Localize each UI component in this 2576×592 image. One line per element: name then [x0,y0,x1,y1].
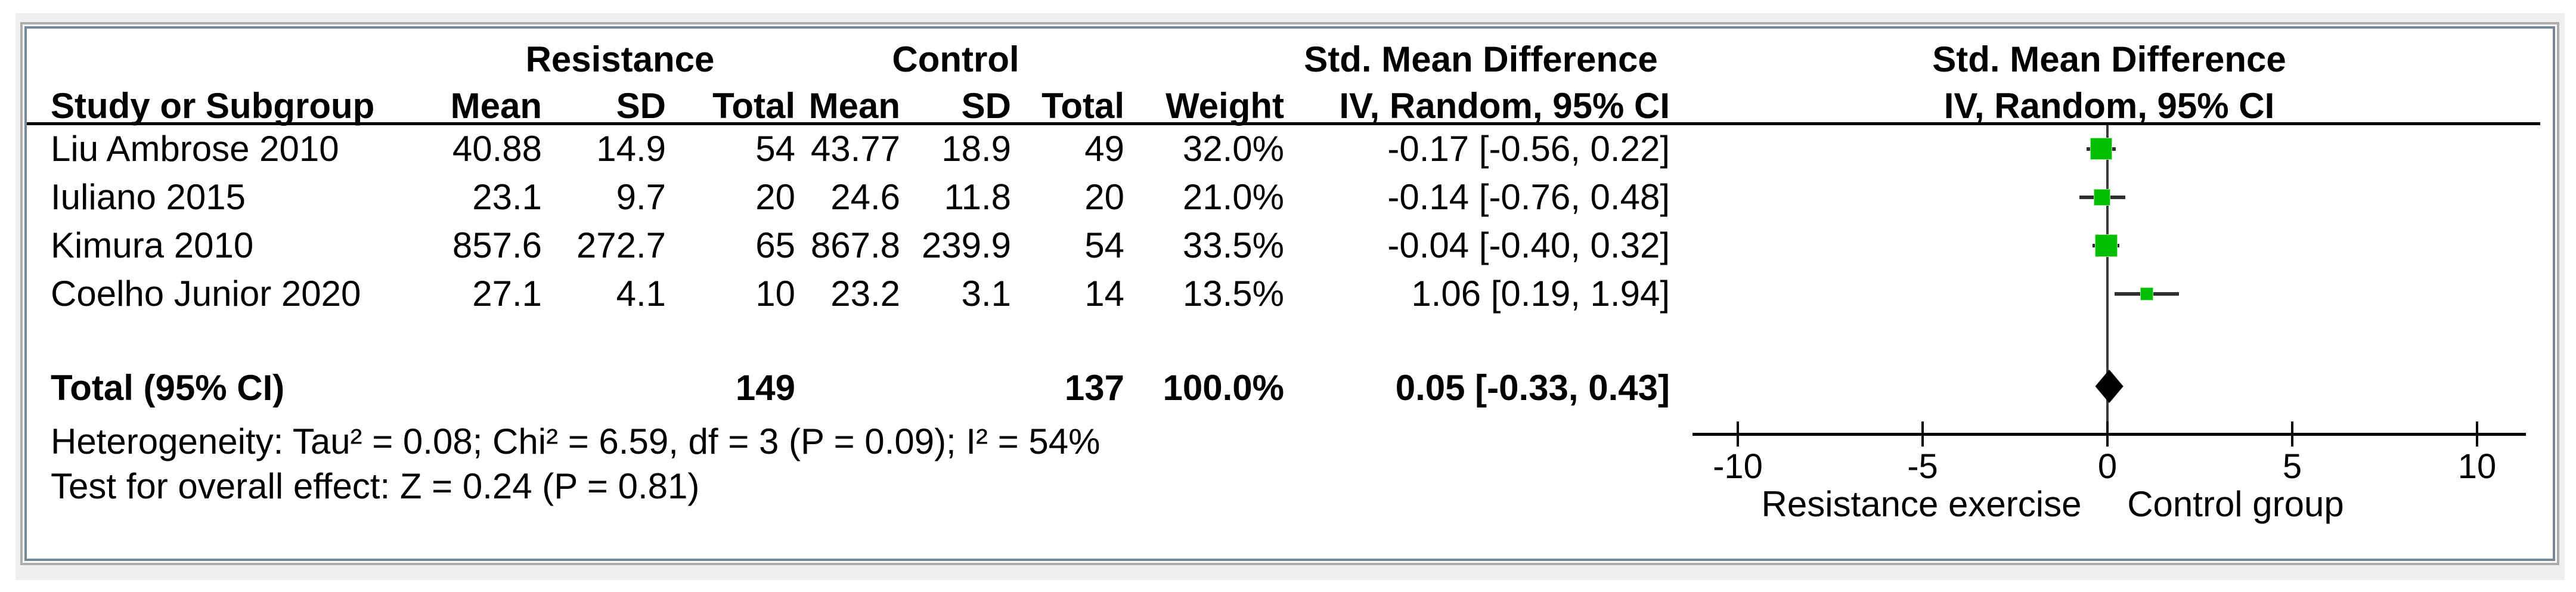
cell-weight: 33.5% [1182,225,1284,265]
total-row-label: Total (95% CI) [51,368,285,408]
cell-r-sd: 4.1 [616,274,666,314]
zero-reference-line [2106,125,2109,434]
cell-r-mean: 857.6 [452,225,542,265]
forest-marker [2140,287,2153,300]
favours-left-label: Resistance exercise [1761,484,2082,524]
cell-c-sd: 18.9 [941,129,1011,169]
axis-line [1692,433,2526,436]
group-header-smd: Std. Mean Difference [1304,39,1658,79]
study-name: Liu Ambrose 2010 [51,129,339,169]
heterogeneity-text: Heterogeneity: Tau² = 0.08; Chi² = 6.59,… [51,421,1101,461]
cell-weight: 21.0% [1182,177,1284,217]
cell-r-total: 54 [755,129,795,169]
study-name: Coelho Junior 2020 [51,274,361,314]
col-header-weight: Weight [1165,86,1284,126]
cell-c-mean: 23.2 [830,274,900,314]
col-header-res-total: Total [712,86,795,126]
cell-c-mean: 24.6 [830,177,900,217]
cell-c-sd: 11.8 [944,177,1011,217]
study-name: Iuliano 2015 [51,177,246,217]
axis-tick [2106,421,2109,447]
cell-c-mean: 867.8 [810,225,900,265]
cell-smd-ci: -0.14 [-0.76, 0.48] [1387,177,1670,217]
total-weight: 100.0% [1163,368,1285,408]
favours-right-label: Control group [2127,484,2344,524]
axis-tick-label: 10 [2457,447,2497,486]
forest-marker [2090,138,2112,159]
cell-r-total: 65 [755,225,795,265]
group-header-resistance: Resistance [525,39,715,79]
cell-weight: 32.0% [1182,129,1284,169]
col-header-ctrl-sd: SD [961,86,1011,126]
cell-r-mean: 27.1 [472,274,542,314]
cell-c-mean: 43.77 [810,129,900,169]
panel-backdrop: Resistance Control Std. Mean Difference … [16,13,2565,580]
study-name: Kimura 2010 [51,225,254,265]
forest-marker [2095,234,2117,256]
col-header-res-sd: SD [616,86,666,126]
plot-subtitle-iv: IV, Random, 95% CI [1943,86,2275,126]
forest-plot-panel: Resistance Control Std. Mean Difference … [24,26,2555,561]
axis-tick [1737,421,1739,447]
cell-c-total: 20 [1084,177,1124,217]
col-header-iv: IV, Random, 95% CI [1339,86,1670,126]
axis-tick [1921,421,1924,447]
col-header-ctrl-total: Total [1041,86,1124,126]
cell-r-sd: 9.7 [616,177,666,217]
header-rule [27,122,2540,125]
total-ctrl-total: 137 [1064,368,1124,408]
cell-c-total: 54 [1084,225,1124,265]
cell-r-sd: 272.7 [576,225,666,265]
axis-tick [2291,421,2293,447]
summary-diamond [2095,370,2124,403]
total-res-total: 149 [735,368,795,408]
cell-r-total: 10 [755,274,795,314]
cell-c-sd: 239.9 [921,225,1011,265]
col-header-ctrl-mean: Mean [808,86,900,126]
cell-smd-ci: -0.17 [-0.56, 0.22] [1387,129,1670,169]
cell-c-total: 14 [1084,274,1124,314]
axis-tick-label: 5 [2282,447,2302,486]
plot-title-smd: Std. Mean Difference [1932,39,2286,79]
col-header-study: Study or Subgroup [51,86,375,126]
cell-weight: 13.5% [1182,274,1284,314]
axis-tick-label: 0 [2097,447,2118,486]
axis-tick [2476,421,2478,447]
cell-smd-ci: -0.04 [-0.40, 0.32] [1387,225,1670,265]
total-smd-ci: 0.05 [-0.33, 0.43] [1395,368,1670,408]
group-header-control: Control [892,39,1019,79]
cell-r-mean: 40.88 [452,129,542,169]
cell-r-mean: 23.1 [472,177,542,217]
col-header-res-mean: Mean [450,86,542,126]
cell-r-sd: 14.9 [596,129,666,169]
axis-tick-label: -10 [1713,447,1763,486]
forest-marker [2094,189,2110,205]
cell-r-total: 20 [755,177,795,217]
cell-c-total: 49 [1084,129,1124,169]
axis-tick-label: -5 [1907,447,1938,486]
cell-c-sd: 3.1 [961,274,1011,314]
cell-smd-ci: 1.06 [0.19, 1.94] [1411,274,1670,314]
overall-effect-text: Test for overall effect: Z = 0.24 (P = 0… [51,466,700,506]
